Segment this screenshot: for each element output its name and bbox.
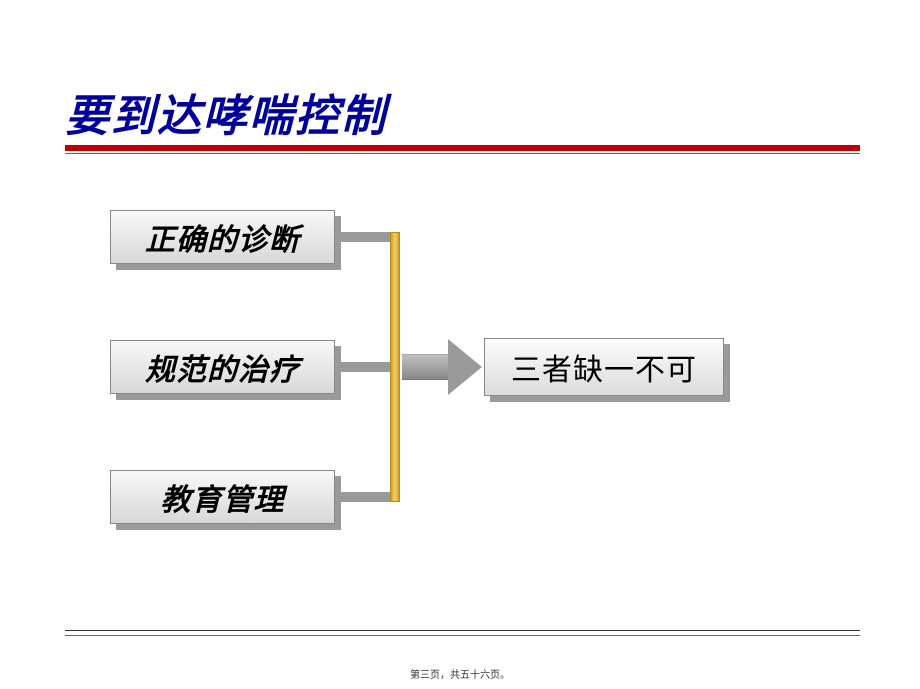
title-area: 要到达哮喘控制 (0, 0, 920, 144)
box-treatment: 规范的治疗 (110, 340, 335, 394)
slide: 要到达哮喘控制 正确的诊断 规范的治疗 教育管理 三者缺一不可 (0, 0, 920, 689)
box-label: 三者缺一不可 (511, 345, 697, 389)
box-conclusion: 三者缺一不可 (484, 338, 724, 396)
box-label: 正确的诊断 (145, 215, 300, 259)
connector-h (335, 232, 393, 242)
connector-vertical (390, 232, 400, 502)
title-underline-thin (65, 153, 860, 154)
connector-h (335, 492, 393, 502)
footer-page-number: 第三页，共五十六页。 (0, 666, 920, 681)
box-diagnosis: 正确的诊断 (110, 210, 335, 264)
box-label: 教育管理 (161, 475, 285, 519)
footer-line (65, 630, 860, 632)
diagram: 正确的诊断 规范的治疗 教育管理 三者缺一不可 (110, 200, 830, 560)
arrow-head-icon (448, 339, 482, 395)
footer-line-thin (65, 635, 860, 636)
slide-title: 要到达哮喘控制 (65, 80, 920, 144)
connector-h (335, 362, 393, 372)
title-underline (65, 145, 860, 151)
arrow-body (402, 354, 450, 380)
box-label: 规范的治疗 (145, 345, 300, 389)
box-education: 教育管理 (110, 470, 335, 524)
